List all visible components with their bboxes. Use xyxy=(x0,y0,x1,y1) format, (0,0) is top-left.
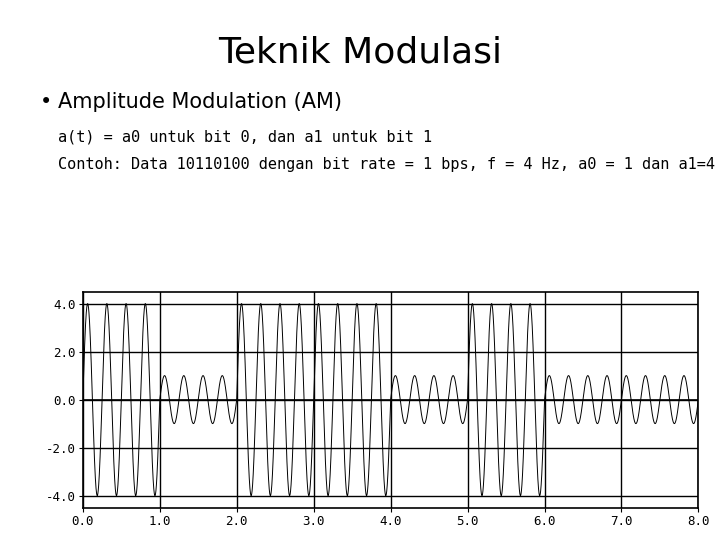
Text: •: • xyxy=(40,92,52,112)
Text: a(t) = a0 untuk bit 0, dan a1 untuk bit 1: a(t) = a0 untuk bit 0, dan a1 untuk bit … xyxy=(58,130,432,145)
Text: Contoh: Data 10110100 dengan bit rate = 1 bps, f = 4 Hz, a0 = 1 dan a1=4: Contoh: Data 10110100 dengan bit rate = … xyxy=(58,157,714,172)
Text: Amplitude Modulation (AM): Amplitude Modulation (AM) xyxy=(58,92,341,112)
Text: Teknik Modulasi: Teknik Modulasi xyxy=(218,35,502,69)
